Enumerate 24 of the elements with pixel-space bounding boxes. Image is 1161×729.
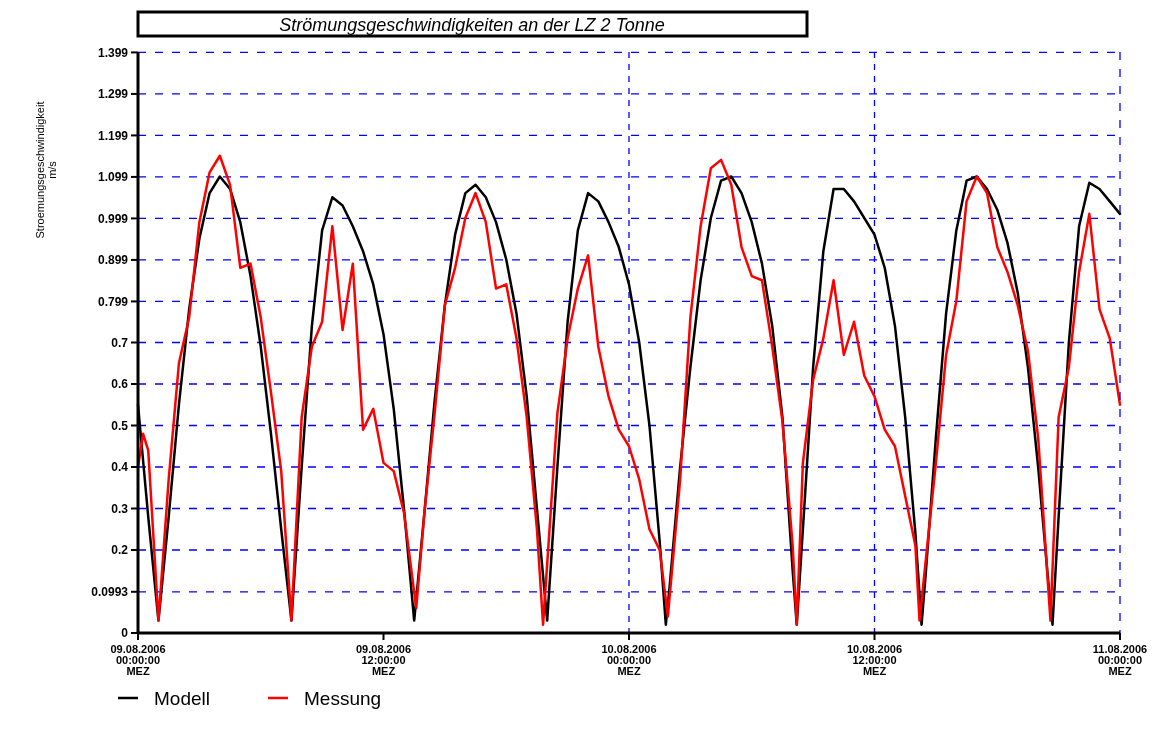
y-tick-label: 0.2	[111, 543, 129, 558]
x-tick-label: 10.08.2006 12:00:00 MEZ	[846, 643, 903, 677]
x-tick-label: 09.08.2006 00:00:00 MEZ	[110, 643, 166, 677]
y-tick-label: 0.0993	[91, 584, 129, 599]
legend-label: Messung	[304, 687, 382, 709]
y-tick-label: 1.299	[97, 87, 129, 102]
x-tick-label: 10.08.2006 00:00:00 MEZ	[601, 643, 657, 677]
x-tick-label: 11.08.2006 00:00:00 MEZ	[1092, 643, 1148, 677]
y-tick-label: 0	[121, 626, 129, 641]
y-tick-label: 0.4	[111, 460, 129, 475]
y-tick-label: 0.899	[97, 253, 129, 268]
y-tick-label: 0.799	[97, 294, 129, 309]
y-tick-label: 0.5	[111, 418, 129, 433]
y-axis-title: Stroemungsgeschwindigkeit m/s	[34, 101, 58, 239]
y-tick-label: 0.6	[111, 377, 129, 392]
x-tick-label: 09.08.2006 12:00:00 MEZ	[355, 643, 412, 677]
y-tick-label: 0.7	[111, 335, 129, 350]
y-tick-label: 1.199	[97, 128, 129, 143]
y-tick-label: 0.999	[97, 211, 129, 226]
y-tick-label: 0.3	[111, 501, 129, 516]
chart-title: Strömungsgeschwindigkeiten an der LZ 2 Tonne	[279, 15, 665, 35]
y-tick-label: 1.399	[97, 45, 129, 60]
legend-label: Modell	[154, 687, 210, 709]
y-tick-label: 1.099	[97, 170, 129, 185]
